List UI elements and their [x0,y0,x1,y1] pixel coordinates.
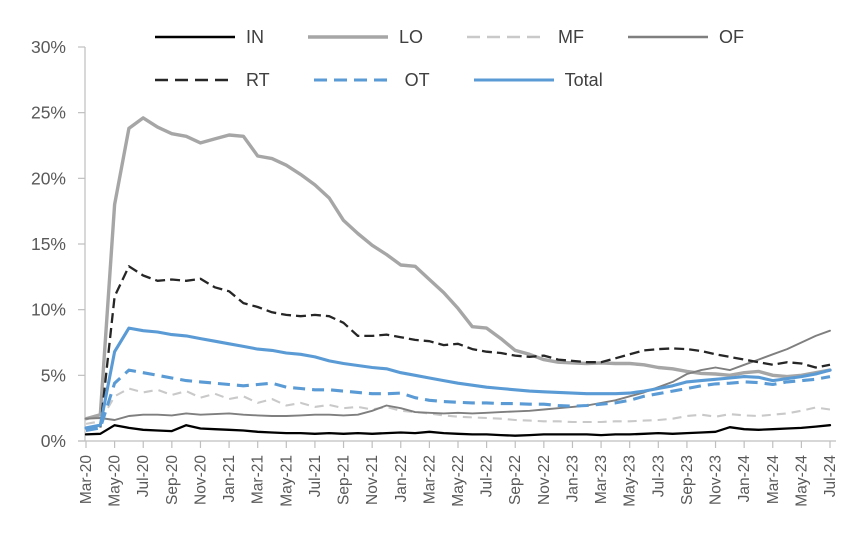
legend-item-lo: LO [308,27,423,47]
x-tick-label: Nov-22 [536,455,553,505]
x-tick-label: Sep-20 [164,455,181,505]
legend-label-of: OF [719,27,745,47]
x-tick-label: Sep-22 [507,455,524,505]
series-line-mf [85,387,831,425]
x-tick-label: May-23 [622,455,639,507]
x-tick-label: Jan-23 [564,455,581,502]
y-tick-label: 30% [31,37,66,57]
legend-swatch-of-icon [628,35,709,39]
legend-label-rt: RT [246,70,270,90]
x-tick-label: May-21 [278,455,295,507]
y-tick-label: 10% [31,300,66,320]
legend-label-mf: MF [558,27,585,47]
y-tick-label: 0% [41,431,66,451]
series-line-total [84,326,832,430]
x-tick-label: Mar-21 [250,455,267,504]
x-tick-label: Jan-22 [393,455,410,502]
x-tick-label: Nov-21 [364,455,381,505]
x-tick-label: Jul-22 [479,455,496,497]
x-tick-label: Sep-23 [679,455,696,505]
x-tick-label: Mar-20 [78,455,95,504]
x-tick-label: Jul-24 [822,455,839,498]
legend-item-in: IN [155,27,264,47]
legend-swatch-lo-icon [308,35,388,39]
chart-legend-row-1: IN LO MF OF [155,27,744,47]
y-tick-label: 25% [31,103,66,123]
chart-legend-row-2: RT OT Total [155,70,603,90]
x-tick-label: Jan-24 [736,455,753,503]
x-tick-label: May-22 [450,455,467,507]
legend-swatch-total-icon [473,78,554,82]
y-tick-label: 20% [31,168,66,188]
legend-label-ot: OT [404,70,430,90]
x-tick-label: May-24 [793,455,810,507]
legend-item-ot: OT [313,70,430,90]
x-tick-label: Nov-23 [708,455,725,505]
series-line-lo [84,116,832,421]
series-line-rt [85,265,831,432]
series-line-of [85,329,831,421]
legend-item-mf: MF [467,27,584,47]
x-tick-label: Mar-24 [765,455,782,504]
x-tick-label: Jul-23 [650,455,667,497]
legend-item-rt: RT [155,70,270,90]
legend-item-of: OF [628,27,744,47]
x-tick-label: Jul-21 [307,455,324,497]
legend-swatch-in-icon [155,35,235,39]
x-tick-label: Jan-21 [221,455,238,502]
series-line-in [84,424,832,437]
x-tick-label: Mar-22 [421,455,438,504]
legend-label-lo: LO [399,27,424,47]
x-tick-label: May-20 [107,455,124,507]
x-tick-label: Sep-21 [336,455,353,505]
y-tick-label: 15% [31,234,66,254]
x-tick-label: Jul-20 [135,455,152,498]
x-tick-label: Nov-20 [192,455,209,505]
x-tick-label: Mar-23 [593,455,610,504]
series-line-ot [85,368,831,433]
y-tick-label: 5% [41,365,66,385]
legend-item-total: Total [473,70,603,90]
legend-label-in: IN [246,27,264,47]
legend-swatch-mf-icon [467,35,548,39]
legend-label-total: Total [564,70,603,90]
legend-swatch-ot-icon [313,78,394,82]
legend-swatch-rt-icon [155,78,235,82]
